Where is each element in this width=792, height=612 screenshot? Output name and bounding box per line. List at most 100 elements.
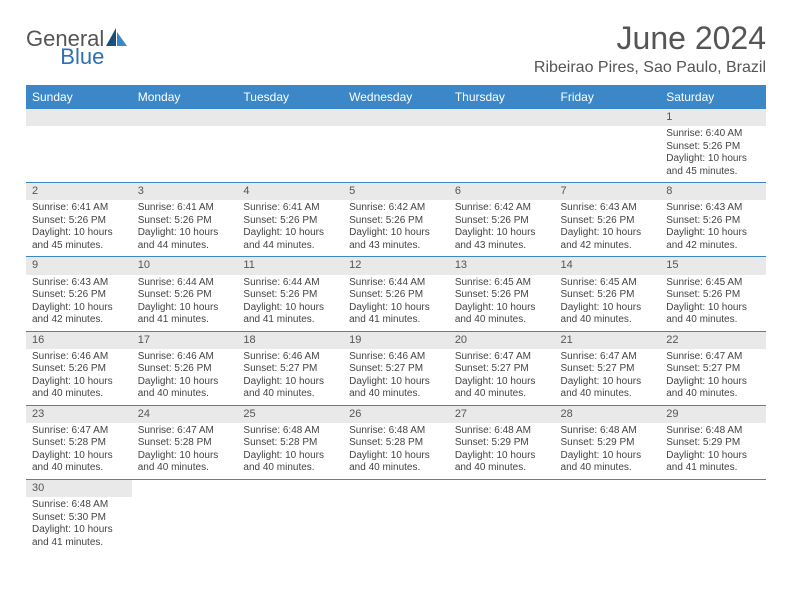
sunset-text: Sunset: 5:27 PM bbox=[349, 363, 443, 376]
calendar-day-cell: 30Sunrise: 6:48 AMSunset: 5:30 PMDayligh… bbox=[26, 479, 132, 553]
daylight-text: Daylight: 10 hours and 43 minutes. bbox=[455, 227, 549, 252]
calendar-day-cell: 7Sunrise: 6:43 AMSunset: 5:26 PMDaylight… bbox=[555, 183, 661, 257]
daylight-text: Daylight: 10 hours and 41 minutes. bbox=[666, 450, 760, 475]
calendar-day-cell: 6Sunrise: 6:42 AMSunset: 5:26 PMDaylight… bbox=[449, 183, 555, 257]
sunrise-text: Sunrise: 6:48 AM bbox=[455, 425, 549, 438]
sunset-text: Sunset: 5:26 PM bbox=[666, 289, 760, 302]
sunset-text: Sunset: 5:26 PM bbox=[32, 289, 126, 302]
daylight-text: Daylight: 10 hours and 40 minutes. bbox=[455, 302, 549, 327]
sunrise-text: Sunrise: 6:46 AM bbox=[243, 351, 337, 364]
sunrise-text: Sunrise: 6:41 AM bbox=[138, 202, 232, 215]
day-number: 15 bbox=[660, 257, 766, 274]
calendar-day-cell: 29Sunrise: 6:48 AMSunset: 5:29 PMDayligh… bbox=[660, 405, 766, 479]
calendar-day-cell: 17Sunrise: 6:46 AMSunset: 5:26 PMDayligh… bbox=[132, 331, 238, 405]
sunrise-text: Sunrise: 6:43 AM bbox=[666, 202, 760, 215]
calendar-day-cell: 1Sunrise: 6:40 AMSunset: 5:26 PMDaylight… bbox=[660, 109, 766, 183]
day-number: 10 bbox=[132, 257, 238, 274]
daylight-text: Daylight: 10 hours and 45 minutes. bbox=[32, 227, 126, 252]
day-number: 17 bbox=[132, 332, 238, 349]
day-details: Sunrise: 6:48 AMSunset: 5:28 PMDaylight:… bbox=[343, 423, 449, 479]
day-number: 30 bbox=[26, 480, 132, 497]
day-details: Sunrise: 6:41 AMSunset: 5:26 PMDaylight:… bbox=[26, 200, 132, 256]
day-number: 26 bbox=[343, 406, 449, 423]
calendar-week-row: 9Sunrise: 6:43 AMSunset: 5:26 PMDaylight… bbox=[26, 257, 766, 331]
day-number: 18 bbox=[237, 332, 343, 349]
calendar-day-cell: 25Sunrise: 6:48 AMSunset: 5:28 PMDayligh… bbox=[237, 405, 343, 479]
sunrise-text: Sunrise: 6:43 AM bbox=[561, 202, 655, 215]
sunrise-text: Sunrise: 6:41 AM bbox=[32, 202, 126, 215]
daylight-text: Daylight: 10 hours and 40 minutes. bbox=[561, 302, 655, 327]
sunset-text: Sunset: 5:27 PM bbox=[666, 363, 760, 376]
calendar-day-cell: 9Sunrise: 6:43 AMSunset: 5:26 PMDaylight… bbox=[26, 257, 132, 331]
calendar-day-cell: 27Sunrise: 6:48 AMSunset: 5:29 PMDayligh… bbox=[449, 405, 555, 479]
day-number: 5 bbox=[343, 183, 449, 200]
sunset-text: Sunset: 5:27 PM bbox=[561, 363, 655, 376]
day-number: 14 bbox=[555, 257, 661, 274]
calendar-day-cell: 24Sunrise: 6:47 AMSunset: 5:28 PMDayligh… bbox=[132, 405, 238, 479]
daylight-text: Daylight: 10 hours and 41 minutes. bbox=[349, 302, 443, 327]
calendar-day-cell: 10Sunrise: 6:44 AMSunset: 5:26 PMDayligh… bbox=[132, 257, 238, 331]
day-details: Sunrise: 6:44 AMSunset: 5:26 PMDaylight:… bbox=[132, 275, 238, 331]
calendar-day-cell bbox=[660, 479, 766, 553]
weekday-header: Monday bbox=[132, 85, 238, 109]
sunrise-text: Sunrise: 6:48 AM bbox=[561, 425, 655, 438]
calendar-table: Sunday Monday Tuesday Wednesday Thursday… bbox=[26, 85, 766, 553]
sunrise-text: Sunrise: 6:41 AM bbox=[243, 202, 337, 215]
sunrise-text: Sunrise: 6:48 AM bbox=[349, 425, 443, 438]
calendar-day-cell: 20Sunrise: 6:47 AMSunset: 5:27 PMDayligh… bbox=[449, 331, 555, 405]
location-subtitle: Ribeirao Pires, Sao Paulo, Brazil bbox=[534, 59, 766, 77]
weekday-header: Thursday bbox=[449, 85, 555, 109]
calendar-week-row: 1Sunrise: 6:40 AMSunset: 5:26 PMDaylight… bbox=[26, 109, 766, 183]
calendar-day-cell bbox=[555, 109, 661, 183]
sunrise-text: Sunrise: 6:47 AM bbox=[455, 351, 549, 364]
day-details: Sunrise: 6:47 AMSunset: 5:27 PMDaylight:… bbox=[555, 349, 661, 405]
daylight-text: Daylight: 10 hours and 40 minutes. bbox=[138, 450, 232, 475]
day-details: Sunrise: 6:47 AMSunset: 5:27 PMDaylight:… bbox=[449, 349, 555, 405]
sail-icon bbox=[106, 26, 128, 52]
daylight-text: Daylight: 10 hours and 40 minutes. bbox=[666, 302, 760, 327]
calendar-body: 1Sunrise: 6:40 AMSunset: 5:26 PMDaylight… bbox=[26, 109, 766, 553]
day-number: 25 bbox=[237, 406, 343, 423]
sunset-text: Sunset: 5:26 PM bbox=[349, 289, 443, 302]
day-details: Sunrise: 6:43 AMSunset: 5:26 PMDaylight:… bbox=[26, 275, 132, 331]
day-number: 12 bbox=[343, 257, 449, 274]
day-number: 27 bbox=[449, 406, 555, 423]
day-details: Sunrise: 6:44 AMSunset: 5:26 PMDaylight:… bbox=[237, 275, 343, 331]
sunset-text: Sunset: 5:26 PM bbox=[666, 141, 760, 154]
calendar-day-cell: 14Sunrise: 6:45 AMSunset: 5:26 PMDayligh… bbox=[555, 257, 661, 331]
daylight-text: Daylight: 10 hours and 40 minutes. bbox=[32, 450, 126, 475]
day-details: Sunrise: 6:46 AMSunset: 5:27 PMDaylight:… bbox=[343, 349, 449, 405]
sunrise-text: Sunrise: 6:44 AM bbox=[243, 277, 337, 290]
daylight-text: Daylight: 10 hours and 45 minutes. bbox=[666, 153, 760, 178]
sunrise-text: Sunrise: 6:40 AM bbox=[666, 128, 760, 141]
daylight-text: Daylight: 10 hours and 40 minutes. bbox=[455, 450, 549, 475]
day-number: 9 bbox=[26, 257, 132, 274]
sunrise-text: Sunrise: 6:47 AM bbox=[561, 351, 655, 364]
page-header: General June 2024 Ribeirao Pires, Sao Pa… bbox=[26, 20, 766, 77]
calendar-day-cell bbox=[26, 109, 132, 183]
daylight-text: Daylight: 10 hours and 42 minutes. bbox=[32, 302, 126, 327]
calendar-day-cell: 18Sunrise: 6:46 AMSunset: 5:27 PMDayligh… bbox=[237, 331, 343, 405]
day-details: Sunrise: 6:42 AMSunset: 5:26 PMDaylight:… bbox=[449, 200, 555, 256]
day-details: Sunrise: 6:47 AMSunset: 5:28 PMDaylight:… bbox=[26, 423, 132, 479]
day-number: 2 bbox=[26, 183, 132, 200]
calendar-day-cell: 2Sunrise: 6:41 AMSunset: 5:26 PMDaylight… bbox=[26, 183, 132, 257]
sunrise-text: Sunrise: 6:45 AM bbox=[561, 277, 655, 290]
day-details: Sunrise: 6:46 AMSunset: 5:26 PMDaylight:… bbox=[26, 349, 132, 405]
sunrise-text: Sunrise: 6:43 AM bbox=[32, 277, 126, 290]
day-details: Sunrise: 6:40 AMSunset: 5:26 PMDaylight:… bbox=[660, 126, 766, 182]
sunrise-text: Sunrise: 6:46 AM bbox=[138, 351, 232, 364]
sunset-text: Sunset: 5:28 PM bbox=[349, 437, 443, 450]
sunrise-text: Sunrise: 6:46 AM bbox=[349, 351, 443, 364]
day-details: Sunrise: 6:48 AMSunset: 5:30 PMDaylight:… bbox=[26, 497, 132, 553]
day-number: 16 bbox=[26, 332, 132, 349]
calendar-week-row: 30Sunrise: 6:48 AMSunset: 5:30 PMDayligh… bbox=[26, 479, 766, 553]
day-number-bar-empty bbox=[449, 109, 555, 126]
sunset-text: Sunset: 5:26 PM bbox=[455, 215, 549, 228]
sunrise-text: Sunrise: 6:47 AM bbox=[32, 425, 126, 438]
day-number: 1 bbox=[660, 109, 766, 126]
day-number: 22 bbox=[660, 332, 766, 349]
sunrise-text: Sunrise: 6:45 AM bbox=[455, 277, 549, 290]
calendar-week-row: 16Sunrise: 6:46 AMSunset: 5:26 PMDayligh… bbox=[26, 331, 766, 405]
day-number: 7 bbox=[555, 183, 661, 200]
